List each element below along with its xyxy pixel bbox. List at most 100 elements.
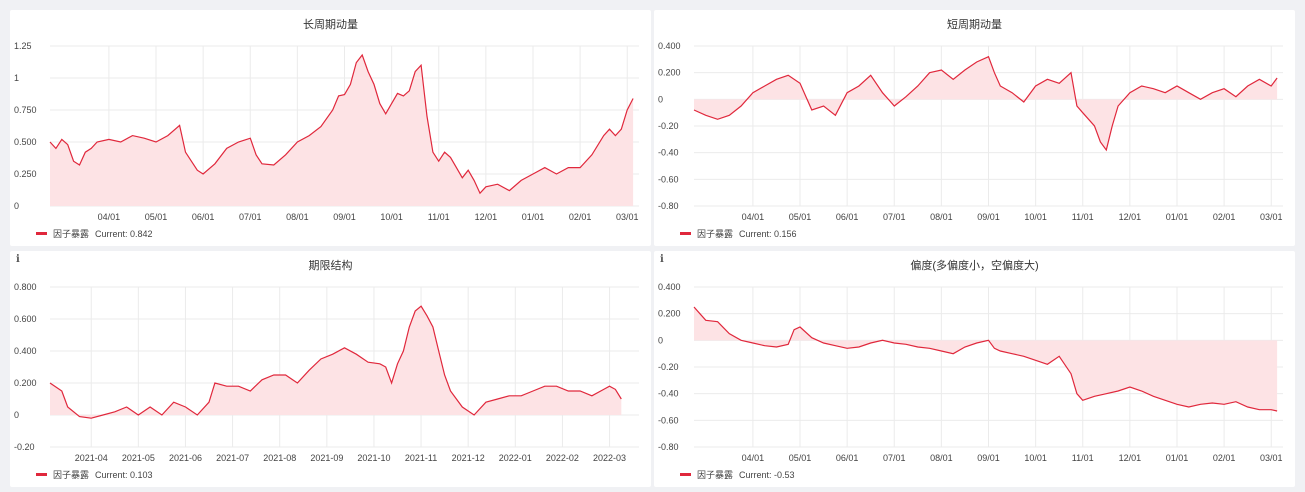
x-tick-label: 09/01 xyxy=(333,212,356,222)
chart-skewness[interactable]: -0.80 -0.60 -0.40 -0.20 0 0.200 0.400 04/01 05/0… xyxy=(654,251,1295,487)
x-tick-label: 02/01 xyxy=(1213,453,1236,463)
x-tick-label: 09/01 xyxy=(977,453,1000,463)
x-tick-label: 2021-09 xyxy=(310,453,343,463)
x-tick-label: 07/01 xyxy=(883,453,906,463)
x-tick-label: 2021-10 xyxy=(357,453,390,463)
x-tick-label: 2022-01 xyxy=(499,453,532,463)
y-tick-label: 0.750 xyxy=(14,105,37,115)
y-tick-label: 0 xyxy=(658,335,663,345)
y-tick-label: -0.40 xyxy=(658,389,679,399)
chart-title: 短周期动量 xyxy=(947,19,1002,31)
legend-series-name: 因子暴露 xyxy=(697,229,734,239)
y-tick-label: 0.400 xyxy=(658,41,681,51)
legend[interactable]: 因子暴露 Current: 0.103 xyxy=(36,468,153,481)
x-tick-label: 03/01 xyxy=(1260,212,1283,222)
legend-swatch xyxy=(36,473,47,476)
chart-title: 期限结构 xyxy=(308,260,353,272)
legend[interactable]: 因子暴露 Current: 0.842 xyxy=(36,227,153,240)
panel-skewness: i 偏度(多偏度小，空偏度大) -0.80 -0.60 -0.40 -0.20 0 0.2… xyxy=(654,251,1295,487)
x-tick-label: 08/01 xyxy=(930,453,953,463)
x-tick-label: 05/01 xyxy=(789,212,812,222)
y-tick-label: 0.400 xyxy=(14,346,37,356)
y-tick-label: 0.200 xyxy=(14,378,37,388)
y-tick-label: -0.40 xyxy=(658,148,679,158)
series-line xyxy=(693,306,1278,412)
y-tick-label: 0 xyxy=(14,201,19,211)
info-icon[interactable]: i xyxy=(660,254,664,265)
panel-term-structure: i 期限结构 -0.20 0 0.200 0.400 0.600 0.800 2021-04… xyxy=(10,251,651,487)
legend[interactable]: 因子暴露 Current: -0.53 xyxy=(680,468,795,481)
x-tick-label: 12/01 xyxy=(1119,212,1142,222)
x-tick-label: 2021-04 xyxy=(75,453,108,463)
x-tick-label: 2021-12 xyxy=(452,453,485,463)
x-tick-label: 06/01 xyxy=(836,453,859,463)
y-tick-label: -0.20 xyxy=(658,121,679,131)
info-icon[interactable]: i xyxy=(16,254,20,265)
chart-term-structure[interactable]: -0.20 0 0.200 0.400 0.600 0.800 2021-04 2021-05… xyxy=(10,251,651,487)
x-tick-label: 10/01 xyxy=(1024,453,1047,463)
y-tick-label: -0.60 xyxy=(658,174,679,184)
legend-series-name: 因子暴露 xyxy=(53,470,90,480)
x-tick-label: 10/01 xyxy=(380,212,403,222)
series-area-fill xyxy=(50,306,622,419)
x-tick-label: 03/01 xyxy=(1260,453,1283,463)
x-tick-label: 05/01 xyxy=(145,212,168,222)
y-tick-label: 1.25 xyxy=(14,41,32,51)
panel-long-momentum: 长周期动量 0 0.250 0.500 0.750 1 1.25 04/01 05/01 06/… xyxy=(10,10,651,246)
chart-title: 偏度(多偏度小，空偏度大) xyxy=(910,260,1039,272)
legend-current-value: Current: -0.53 xyxy=(739,469,795,480)
legend-current-value: Current: 0.103 xyxy=(95,469,153,480)
legend-current-value: Current: 0.842 xyxy=(95,228,153,239)
x-tick-label: 07/01 xyxy=(883,212,906,222)
chart-long-momentum[interactable]: 0 0.250 0.500 0.750 1 1.25 04/01 05/01 06/01 07/0… xyxy=(10,10,651,246)
x-tick-label: 04/01 xyxy=(742,453,765,463)
x-tick-label: 2021-11 xyxy=(405,453,437,463)
x-tick-label: 03/01 xyxy=(616,212,639,222)
y-tick-label: 0.200 xyxy=(658,68,681,78)
legend-current-value: Current: 0.156 xyxy=(739,228,797,239)
y-tick-label: -0.60 xyxy=(658,415,679,425)
y-tick-label: 0.800 xyxy=(14,282,37,292)
x-tick-label: 11/01 xyxy=(1072,212,1094,222)
legend[interactable]: 因子暴露 Current: 0.156 xyxy=(680,227,797,240)
x-tick-label: 02/01 xyxy=(569,212,592,222)
x-tick-label: 09/01 xyxy=(977,212,1000,222)
legend-swatch xyxy=(36,232,47,235)
y-tick-label: 1 xyxy=(14,73,19,83)
y-tick-label: -0.20 xyxy=(14,442,35,452)
x-tick-label: 12/01 xyxy=(1119,453,1142,463)
series-area-fill xyxy=(694,56,1278,151)
y-tick-label: 0.600 xyxy=(14,314,37,324)
series-line xyxy=(693,55,1278,152)
y-tick-label: 0 xyxy=(658,94,663,104)
legend-series-name: 因子暴露 xyxy=(697,470,734,480)
x-tick-label: 11/01 xyxy=(428,212,450,222)
series-area-fill xyxy=(694,307,1278,411)
x-tick-label: 2021-06 xyxy=(169,453,202,463)
x-tick-label: 11/01 xyxy=(1072,453,1094,463)
y-tick-label: -0.80 xyxy=(658,442,679,452)
series-line xyxy=(49,305,622,419)
x-tick-label: 01/01 xyxy=(1166,453,1189,463)
x-tick-label: 02/01 xyxy=(1213,212,1236,222)
x-tick-label: 12/01 xyxy=(475,212,498,222)
x-tick-label: 04/01 xyxy=(742,212,765,222)
x-tick-label: 2022-03 xyxy=(593,453,626,463)
x-tick-label: 05/01 xyxy=(789,453,812,463)
x-tick-label: 07/01 xyxy=(239,212,262,222)
y-tick-label: 0 xyxy=(14,410,19,420)
y-tick-label: 0.400 xyxy=(658,282,681,292)
panel-short-momentum: 短周期动量 -0.80 -0.60 -0.40 -0.20 0 0.200 0.400 04/… xyxy=(654,10,1295,246)
x-tick-label: 2021-07 xyxy=(216,453,249,463)
x-tick-label: 06/01 xyxy=(192,212,215,222)
x-tick-label: 2022-02 xyxy=(546,453,579,463)
legend-swatch xyxy=(680,232,691,235)
x-tick-label: 01/01 xyxy=(522,212,545,222)
y-tick-label: -0.80 xyxy=(658,201,679,211)
legend-swatch xyxy=(680,473,691,476)
x-tick-label: 08/01 xyxy=(286,212,309,222)
y-tick-label: 0.250 xyxy=(14,169,37,179)
chart-short-momentum[interactable]: -0.80 -0.60 -0.40 -0.20 0 0.200 0.400 04/01 05/0… xyxy=(654,10,1295,246)
chart-title: 长周期动量 xyxy=(303,19,358,31)
x-tick-label: 04/01 xyxy=(98,212,121,222)
